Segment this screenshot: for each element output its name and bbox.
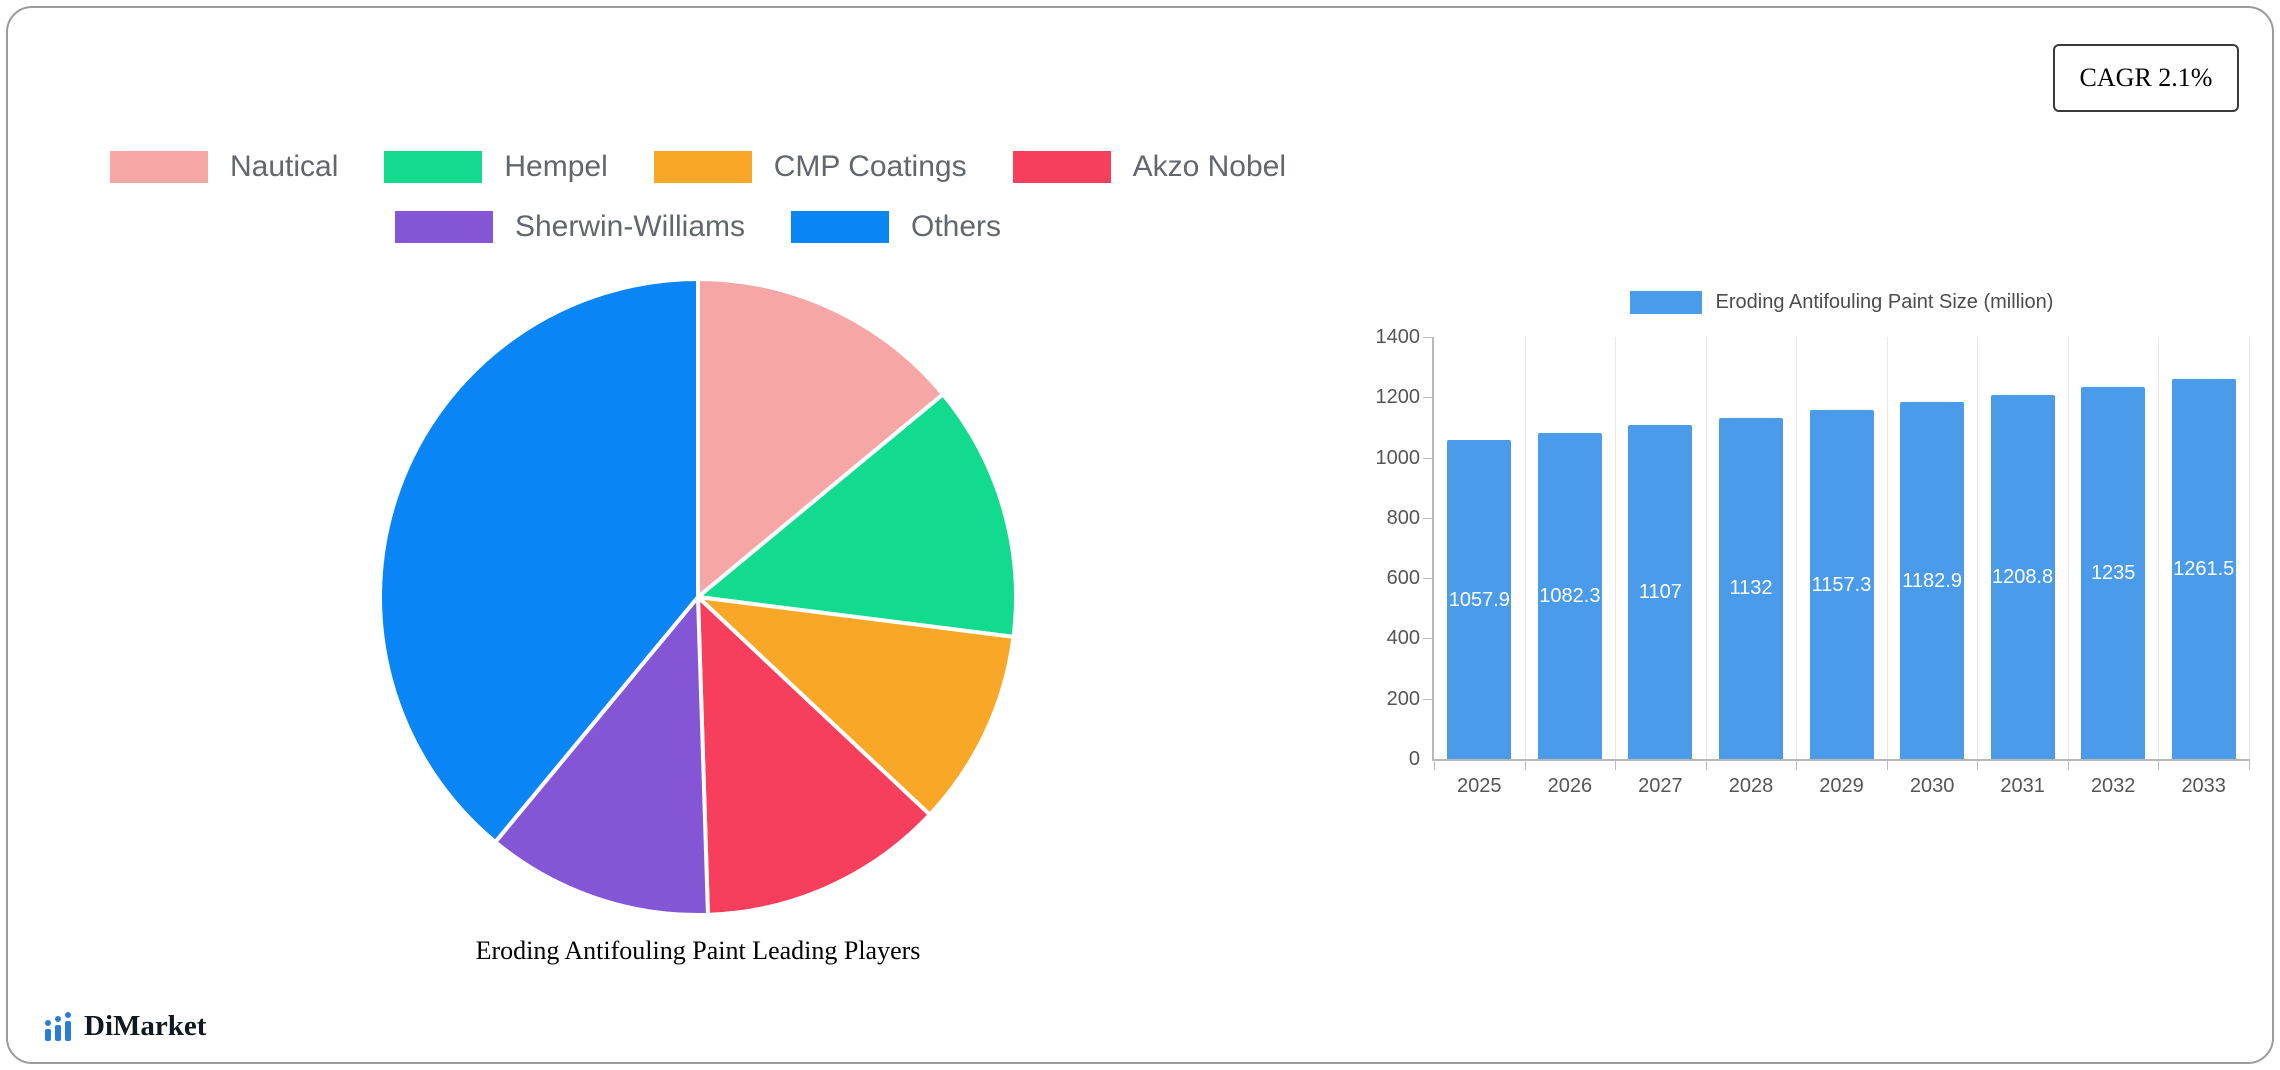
bar-2030 (1900, 402, 1965, 759)
x-tick (2068, 759, 2069, 770)
y-tick (1423, 337, 1432, 338)
bar-value-label: 1082.3 (1539, 584, 1601, 607)
bar-2025 (1447, 440, 1512, 759)
legend-item-others[interactable]: Others (791, 210, 1001, 244)
x-axis-label: 2032 (2090, 775, 2136, 797)
bar-2027 (1628, 425, 1693, 759)
bar-value-label: 1057.9 (1448, 588, 1510, 611)
legend-label: Hempel (504, 150, 608, 183)
gridline (2068, 337, 2069, 759)
bar-value-label: 1107 (1638, 581, 1682, 604)
bar-chart: Eroding Antifouling Paint Size (million)… (1376, 291, 2250, 797)
pie-slice-hempel (696, 392, 1018, 639)
x-axis-label: 2026 (1547, 775, 1593, 797)
gridline (1525, 337, 1526, 759)
bar-2026 (1537, 432, 1602, 759)
y-axis-label: 1200 (1375, 386, 1421, 409)
bar-value-label: 1132 (1729, 577, 1773, 600)
bar-2031 (1990, 394, 2055, 759)
bar-legend-swatch (1629, 291, 1702, 314)
bar-value-label: 1261.5 (2173, 557, 2235, 580)
legend-swatch (109, 151, 208, 183)
y-tick (1423, 578, 1432, 580)
gridline (2158, 337, 2159, 759)
legend-label: Others (911, 210, 1002, 243)
x-axis-label: 2031 (2000, 775, 2045, 797)
cagr-badge-text: CAGR 2.1% (2079, 63, 2213, 92)
legend-swatch (394, 211, 493, 243)
pie-chart-title: Eroding Antifouling Paint Leading Player… (475, 936, 921, 965)
pie-slice-cmp-coatings (696, 595, 1016, 817)
y-tick (1423, 698, 1432, 700)
legend-label: CMP Coatings (773, 150, 967, 183)
pie-legend: Nautical Hempel CMP Coatings Akzo Nobel Sher… (0, 150, 1396, 244)
legend-item-cmp-coatings[interactable]: CMP Coatings (653, 150, 967, 184)
gridline (1796, 337, 1797, 759)
legend-swatch (653, 151, 752, 183)
pie-slice-others (378, 277, 700, 845)
gridline (1977, 337, 1978, 759)
x-tick (1887, 759, 1888, 770)
bar-legend-label: Eroding Antifouling Paint Size (million) (1715, 291, 2054, 313)
bar-value-label: 1235 (2090, 561, 2136, 584)
legend-label: Nautical (229, 150, 339, 183)
x-axis-label: 2027 (1638, 775, 1683, 797)
bar-chart-legend[interactable]: Eroding Antifouling Paint Size (million) (1434, 291, 2249, 314)
gridline (1887, 337, 1888, 759)
pie-slice-sherwin-williams (493, 595, 710, 917)
y-tick (1423, 397, 1432, 399)
gridline (1615, 337, 1616, 759)
y-axis-label: 0 (1408, 748, 1420, 770)
bar-2028 (1718, 417, 1783, 759)
y-axis-label: 600 (1386, 567, 1420, 590)
legend-swatch (384, 151, 483, 183)
pie-slice-nautical (696, 277, 946, 599)
y-axis-label: 800 (1386, 506, 1420, 529)
legend-item-nautical[interactable]: Nautical (109, 150, 339, 184)
x-tick (1796, 759, 1797, 770)
pie-slice-akzo-nobel (696, 595, 932, 917)
y-tick (1423, 638, 1432, 640)
y-axis-label: 400 (1386, 627, 1420, 650)
y-axis-label: 1400 (1375, 326, 1421, 348)
pie-chart (378, 277, 1018, 917)
gridline (2249, 337, 2250, 759)
gridline (1706, 337, 1707, 759)
x-tick (2158, 759, 2159, 770)
y-tick (1423, 517, 1432, 519)
bar-value-label: 1208.8 (1992, 565, 2054, 588)
bar-2033 (2171, 378, 2236, 759)
dimarket-icon (45, 1012, 71, 1041)
pie-legend-row: Sherwin-Williams Others (394, 210, 1001, 244)
x-axis-label: 2029 (1819, 775, 1864, 797)
legend-item-hempel[interactable]: Hempel (384, 150, 608, 184)
x-tick (1977, 759, 1978, 770)
brand-name: DiMarket (84, 1010, 207, 1042)
legend-swatch (1012, 151, 1111, 183)
bar-value-label: 1182.9 (1902, 569, 1962, 592)
legend-item-akzo-nobel[interactable]: Akzo Nobel (1012, 150, 1287, 184)
cagr-badge: CAGR 2.1% (2053, 44, 2239, 112)
y-tick (1423, 457, 1432, 459)
legend-item-sherwin-williams[interactable]: Sherwin-Williams (394, 210, 745, 244)
x-axis-label: 2033 (2181, 775, 2226, 797)
x-axis-label: 2025 (1457, 775, 1502, 797)
x-axis-label: 2030 (1909, 775, 1955, 797)
x-tick (2249, 759, 2250, 770)
x-axis-label: 2028 (1728, 775, 1774, 797)
x-tick (1434, 759, 1435, 770)
brand-logo: DiMarket (44, 1010, 206, 1042)
bar-2032 (2081, 386, 2146, 759)
y-axis-label: 1000 (1375, 446, 1421, 469)
legend-swatch (791, 211, 889, 243)
x-tick (1615, 759, 1616, 770)
bar-2029 (1809, 410, 1874, 759)
pie-legend-row: Nautical Hempel CMP Coatings Akzo Nobel (109, 150, 1287, 184)
bar-value-label: 1157.3 (1811, 573, 1872, 596)
x-tick (1706, 759, 1707, 770)
legend-label: Sherwin-Williams (514, 210, 745, 243)
x-tick (1525, 759, 1526, 770)
y-axis-label: 200 (1386, 687, 1420, 710)
legend-label: Akzo Nobel (1132, 150, 1287, 183)
